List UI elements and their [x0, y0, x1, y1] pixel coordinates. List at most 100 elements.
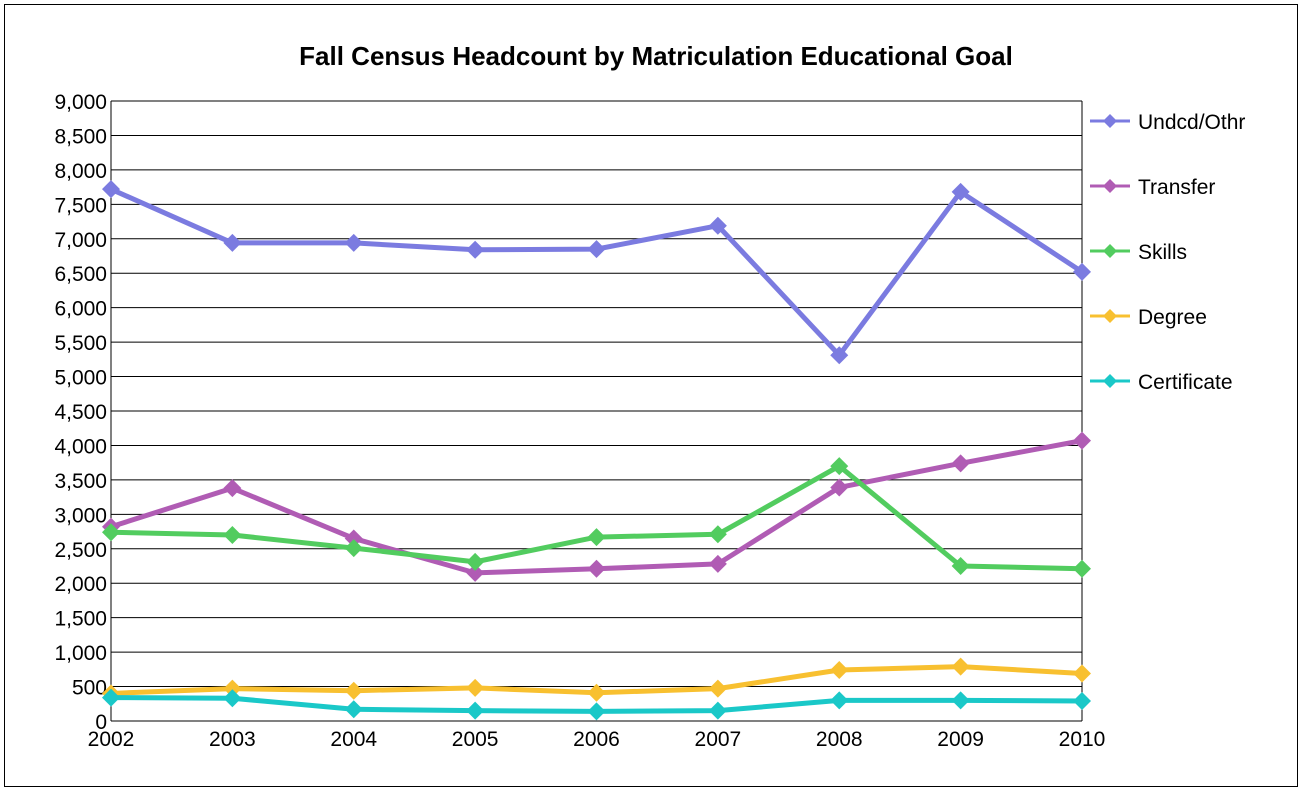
point-transfer-2008	[830, 478, 849, 497]
point-degree-2008	[830, 661, 849, 680]
y-tick-label-6000: 6,000	[54, 298, 107, 321]
y-tick-label-2500: 2,500	[54, 539, 107, 562]
point-certificate-2010	[1073, 692, 1091, 711]
legend-swatch-marker	[1103, 309, 1117, 323]
series-undcd-othr	[102, 180, 1091, 365]
chart-title: Fall Census Headcount by Matriculation E…	[299, 41, 1013, 71]
legend-label: Degree	[1138, 306, 1207, 329]
point-certificate-2005	[466, 701, 485, 720]
y-tick-label-7000: 7,000	[54, 229, 107, 252]
point-undcd-othr-2007	[708, 216, 727, 235]
point-skills-2002	[102, 523, 120, 542]
point-degree-2010	[1073, 664, 1091, 683]
point-undcd-othr-2010	[1073, 262, 1091, 281]
point-transfer-2004	[344, 529, 363, 548]
x-tick-label-2004: 2004	[330, 728, 377, 751]
point-degree-2006	[587, 683, 606, 702]
y-tick-label-3500: 3,500	[54, 470, 107, 493]
point-skills-2008	[830, 457, 849, 476]
gridlines	[111, 100, 1082, 722]
axes	[110, 101, 1083, 722]
point-skills-2004	[344, 539, 363, 558]
y-axis-tick-labels: 0 500 1,000 1,500 2,000 2,500 3,000 3,500 4,000 4…	[54, 91, 107, 734]
legend-item-degree: Degree	[1090, 306, 1207, 329]
point-certificate-2002	[102, 688, 120, 707]
x-axis-tick-labels: 2002 2003 2004 2005 2006 2007 2008 2009 2010	[88, 728, 1106, 751]
point-transfer-2009	[951, 454, 970, 473]
legend-swatch-marker	[1103, 374, 1117, 388]
y-tick-label-8000: 8,000	[54, 160, 107, 183]
y-tick-label-5000: 5,000	[54, 367, 107, 390]
point-undcd-othr-2006	[587, 240, 606, 259]
legend-label: Transfer	[1138, 176, 1215, 199]
y-tick-label-5500: 5,500	[54, 332, 107, 355]
y-tick-label-2000: 2,000	[54, 573, 107, 596]
y-tick-label-4000: 4,000	[54, 435, 107, 458]
point-transfer-2003	[223, 479, 242, 498]
legend-item-skills: Skills	[1090, 241, 1187, 264]
x-tick-label-2009: 2009	[937, 728, 984, 751]
point-undcd-othr-2004	[344, 233, 363, 252]
data-series	[102, 180, 1091, 721]
point-degree-2004	[344, 681, 363, 700]
point-undcd-othr-2009	[951, 182, 970, 201]
series-transfer	[102, 431, 1091, 582]
y-tick-label-4500: 4,500	[54, 401, 107, 424]
point-transfer-2006	[587, 559, 606, 578]
point-degree-2009	[951, 657, 970, 676]
x-tick-label-2007: 2007	[695, 728, 742, 751]
x-tick-label-2008: 2008	[816, 728, 863, 751]
legend-swatch-marker	[1103, 114, 1117, 128]
point-degree-2007	[708, 679, 727, 698]
series-skills	[102, 457, 1091, 578]
y-tick-label-1500: 1,500	[54, 608, 107, 631]
point-transfer-2007	[708, 554, 727, 573]
point-skills-2007	[708, 525, 727, 544]
y-tick-label-7500: 7,500	[54, 194, 107, 217]
point-undcd-othr-2008	[830, 346, 849, 365]
point-undcd-othr-2002	[102, 180, 120, 199]
series-line-transfer	[110, 438, 1083, 576]
legend-item-undcd-othr: Undcd/Othr	[1090, 111, 1245, 134]
point-certificate-2003	[223, 689, 242, 708]
series-line-undcd-othr	[109, 186, 1084, 358]
y-tick-label-6500: 6,500	[54, 263, 107, 286]
legend-label: Skills	[1138, 241, 1187, 264]
series-certificate	[102, 688, 1091, 721]
legend-label: Certificate	[1138, 371, 1233, 394]
point-skills-2010	[1073, 559, 1091, 578]
y-tick-label-0: 0	[95, 711, 107, 734]
point-certificate-2008	[830, 691, 849, 710]
y-tick-label-3000: 3,000	[54, 504, 107, 527]
y-tick-label-500: 500	[72, 677, 107, 700]
point-degree-2003	[223, 679, 242, 698]
point-certificate-2007	[708, 701, 727, 720]
y-tick-label-1000: 1,000	[54, 642, 107, 665]
point-skills-2003	[223, 526, 242, 544]
point-undcd-othr-2003	[223, 233, 242, 252]
legend-item-certificate: Certificate	[1090, 371, 1233, 394]
legend-swatch-marker	[1103, 244, 1117, 258]
series-degree	[102, 657, 1091, 703]
point-transfer-2010	[1073, 431, 1091, 450]
point-skills-2006	[587, 528, 606, 547]
point-degree-2005	[466, 678, 485, 697]
point-skills-2005	[466, 552, 485, 571]
x-tick-label-2002: 2002	[88, 728, 135, 751]
x-tick-label-2006: 2006	[573, 728, 620, 751]
x-tick-label-2003: 2003	[209, 728, 256, 751]
point-transfer-2005	[466, 563, 485, 582]
x-tick-label-2010: 2010	[1059, 728, 1106, 751]
legend: Undcd/Othr Transfer Skills Degree Certificat…	[1090, 111, 1245, 394]
series-line-skills	[110, 463, 1083, 572]
point-skills-2009	[951, 557, 970, 575]
point-certificate-2006	[587, 702, 606, 721]
point-undcd-othr-2005	[466, 240, 485, 259]
legend-item-transfer: Transfer	[1090, 176, 1215, 199]
legend-swatch-marker	[1103, 179, 1117, 193]
x-tick-label-2005: 2005	[452, 728, 499, 751]
point-certificate-2009	[951, 691, 970, 710]
point-certificate-2004	[344, 700, 363, 719]
y-tick-label-8500: 8,500	[54, 125, 107, 148]
